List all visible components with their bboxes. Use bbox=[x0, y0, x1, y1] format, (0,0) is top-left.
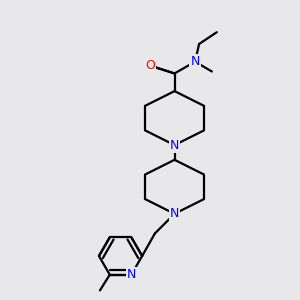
Text: O: O bbox=[145, 59, 155, 72]
Text: N: N bbox=[170, 139, 179, 152]
Text: N: N bbox=[190, 55, 200, 68]
Text: N: N bbox=[170, 207, 179, 220]
Text: N: N bbox=[127, 268, 136, 281]
